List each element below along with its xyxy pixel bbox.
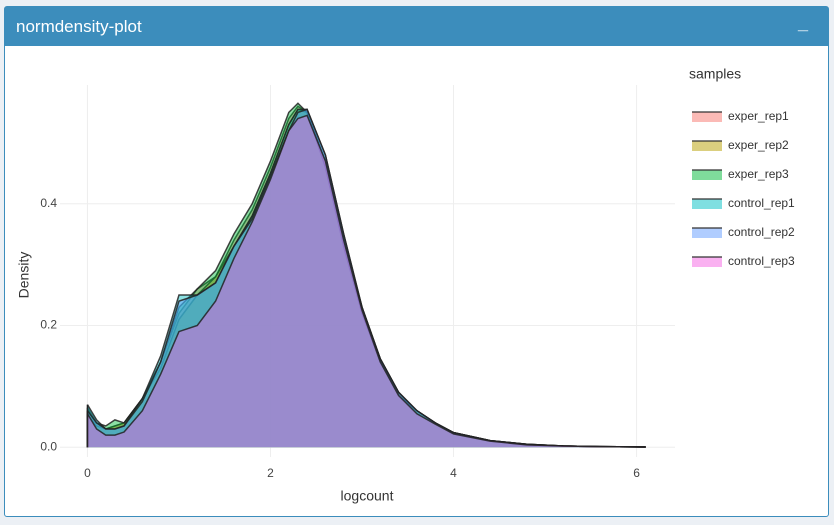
collapse-button[interactable]: _ [797,13,808,33]
box-header: normdensity-plot _ [5,7,828,46]
y-tick-label: 0.2 [40,318,57,332]
legend-label: control_rep2 [728,225,795,239]
area-fill [87,106,646,448]
legend-label: exper_rep3 [728,167,789,181]
legend-swatch [692,199,722,209]
area-fill [87,109,646,448]
x-tick-label: 0 [84,466,91,480]
x-tick-label: 2 [267,466,274,480]
x-axis-title: logcount [341,488,394,504]
box-title: normdensity-plot [16,17,142,36]
legend-label: exper_rep2 [728,138,789,152]
box: normdensity-plot _ [4,6,829,517]
area-fill [87,109,646,448]
legend-title: samples [689,66,741,82]
area-fill [87,103,646,448]
density-line [86,108,646,448]
y-tick-label: 0.0 [40,439,57,453]
legend-swatch [692,170,722,180]
area-fill [87,115,646,448]
density-line [86,114,646,448]
legend-swatch [692,141,722,151]
legend-swatch [692,228,722,238]
x-tick-label: 4 [450,466,457,480]
legend-swatch [692,257,722,267]
legend-label: exper_rep1 [728,109,789,123]
x-tick-label: 6 [633,466,640,480]
legend-label: control_rep3 [728,254,795,268]
legend-swatch [692,112,722,122]
y-axis-title: Density [16,252,32,299]
legend-label: control_rep1 [728,196,795,210]
area-fill [87,109,646,448]
y-tick-label: 0.4 [40,196,57,210]
